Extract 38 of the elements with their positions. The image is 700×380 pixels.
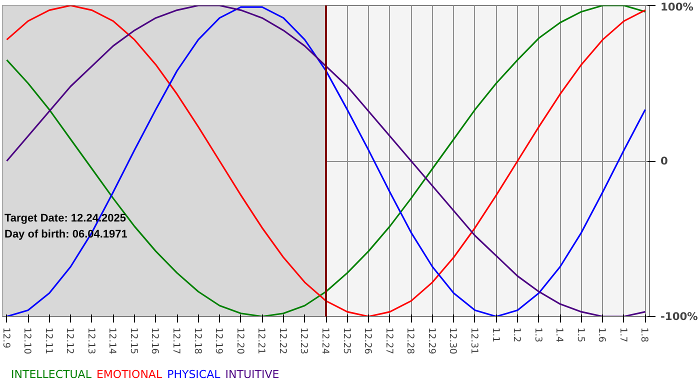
y-tick-label: 0 xyxy=(660,154,668,168)
x-tick-label: 1.1 xyxy=(490,328,501,342)
x-tick-label: 1.7 xyxy=(617,328,628,342)
text: EMOTIONAL xyxy=(96,368,162,380)
x-tick-label: 1.6 xyxy=(596,328,608,342)
x-tick-label: 12.27 xyxy=(383,328,394,354)
x-tick-label: 12.17 xyxy=(170,328,182,354)
x-tick-label: 12.10 xyxy=(22,328,33,354)
x-tick-label: 12.13 xyxy=(85,328,96,354)
x-tick-label: 12.21 xyxy=(256,328,267,354)
x-tick-label: 12.30 xyxy=(447,328,458,354)
x-tick-label: 12.15 xyxy=(128,328,139,354)
y-tick-label: -100% xyxy=(660,310,698,323)
x-tick-label: 12.25 xyxy=(340,328,352,354)
text: INTUITIVE xyxy=(225,368,280,380)
text: PHYSICAL xyxy=(167,368,220,380)
x-tick-label: 12.23 xyxy=(298,328,310,354)
x-tick-label: 12.19 xyxy=(213,328,224,354)
y-tick-label: 100% xyxy=(660,0,694,14)
text: INTELLECTUAL xyxy=(11,368,92,380)
x-tick-label: 12.22 xyxy=(276,328,288,354)
x-tick-label: 1.4 xyxy=(554,328,565,342)
x-tick-label: 1.3 xyxy=(532,328,544,342)
x-tick-label: 12.26 xyxy=(362,328,374,354)
x-tick-label: 12.9 xyxy=(0,328,12,348)
x-tick-label: 12.16 xyxy=(149,328,160,354)
x-tick-label: 1.5 xyxy=(574,328,586,342)
x-tick-label: 12.24 xyxy=(320,328,330,354)
x-tick-label: 12.28 xyxy=(404,328,416,354)
x-tick-label: 12.14 xyxy=(106,328,118,354)
x-tick-label: 12.29 xyxy=(426,328,437,354)
x-tick-label: 12.31 xyxy=(468,328,480,354)
x-tick-label: 1.8 xyxy=(638,328,650,342)
x-tick-label: 1.2 xyxy=(511,328,522,342)
x-tick-label: 12.20 xyxy=(234,328,246,354)
x-tick-label: 12.11 xyxy=(42,328,54,354)
x-tick-label: 12.18 xyxy=(192,328,203,354)
x-tick-label: 12.12 xyxy=(64,328,76,354)
